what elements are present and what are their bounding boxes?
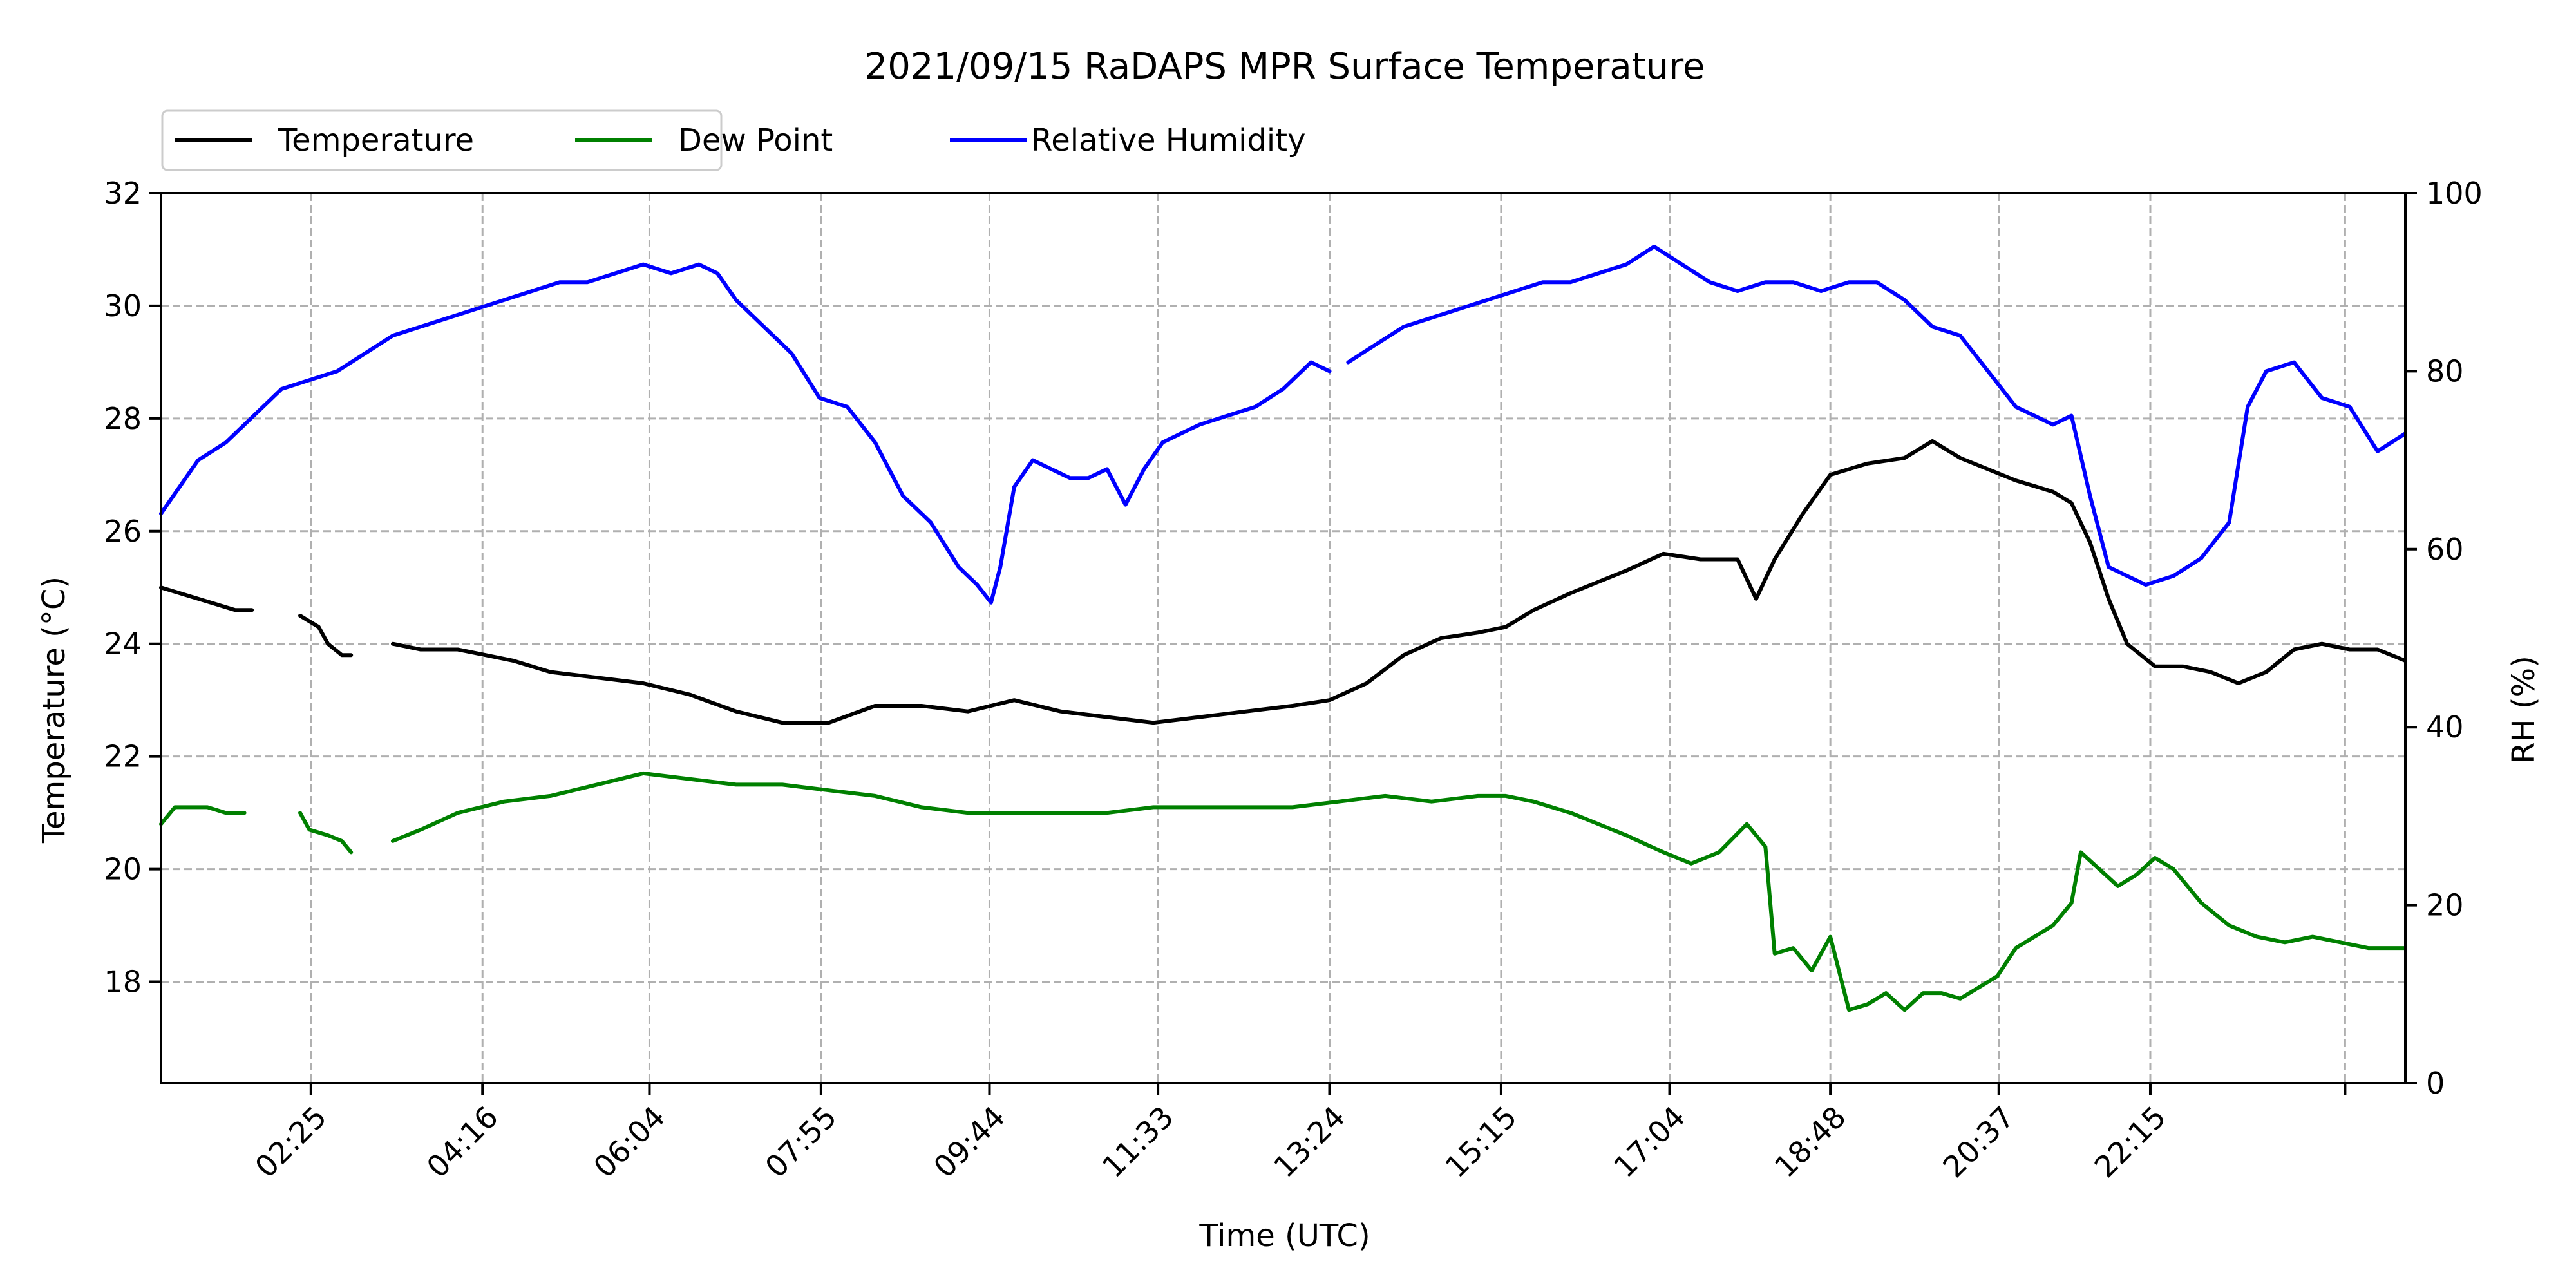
y-tick-label: 22 [104, 739, 142, 774]
y-tick-label: 28 [104, 401, 142, 436]
y-tick-label: 18 [104, 965, 142, 999]
legend-box [161, 109, 723, 171]
y-tick-label: 26 [104, 514, 142, 549]
series-line-dew-point [391, 771, 2407, 1012]
y2-tick-label: 40 [2426, 710, 2464, 744]
series-line-temperature [159, 585, 254, 612]
series-line-relative-humidity [159, 262, 1332, 605]
y2-axis-label: RH (%) [2506, 656, 2542, 764]
y-tick-label: 30 [104, 289, 142, 323]
legend-label-relative-humidity: Relative Humidity [1031, 122, 1305, 158]
legend-label-temperature: Temperature [278, 122, 474, 158]
legend-label-dew-point: Dew Point [678, 122, 833, 158]
series-line-relative-humidity [1346, 244, 2407, 587]
legend: Temperature Dew Point Relative Humidity [161, 109, 1305, 171]
y2-tick-label: 20 [2426, 888, 2464, 923]
chart-title: 2021/09/15 RaDAPS MPR Surface Temperatur… [865, 46, 1705, 88]
series-line-temperature [298, 614, 354, 658]
y2-tick-label: 80 [2426, 354, 2464, 388]
y2-tick-label: 0 [2426, 1066, 2445, 1101]
y-tick-label: 24 [104, 627, 142, 661]
y-tick-label: 20 [104, 852, 142, 887]
series-line-dew-point [159, 805, 247, 826]
series-line-temperature [391, 439, 2407, 725]
series-line-dew-point [298, 811, 354, 855]
y2-tick-label: 100 [2426, 176, 2483, 211]
y2-tick-label: 60 [2426, 532, 2464, 567]
plot-frame [160, 192, 2407, 1084]
y-axis-label: Temperature (°C) [36, 576, 72, 844]
series-layer [159, 244, 2407, 1012]
x-axis-label: Time (UTC) [1198, 1218, 1370, 1254]
y-tick-label: 32 [104, 176, 142, 211]
